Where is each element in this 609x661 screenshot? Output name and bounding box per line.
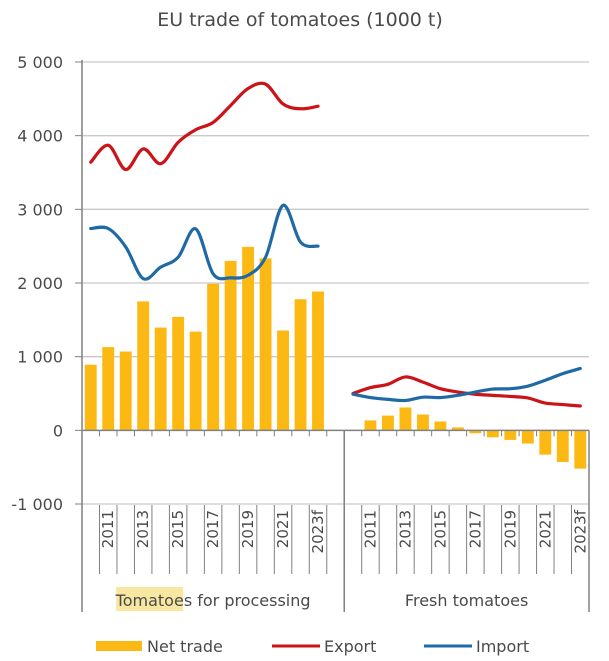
y-tick-label: 4 000 [17,127,63,146]
net-trade-bar [469,430,482,434]
export-line-processing [89,81,320,172]
y-tick-label: 2 000 [17,274,63,293]
net-trade-bar [277,330,289,431]
net-trade-bar [504,430,517,440]
group-labels: Tomatoes for processing Fresh tomatoes [115,430,590,612]
x-tick-label: 2013 [396,510,414,548]
net-trade-bar [312,291,324,431]
net-trade-bar [434,421,447,431]
y-tick-label: 5 000 [17,53,63,72]
x-tick-label: 2021 [536,510,554,548]
text-highlight [116,587,184,611]
net-trade-bar [521,430,534,444]
x-tick-label: 2011 [361,510,379,548]
net-trade-bar [486,430,499,438]
net-trade-bar [294,299,307,431]
x-tick-label: 2023f [571,509,589,553]
x-tick-label: 2017 [466,510,484,548]
legend-label-import: Import [476,637,529,656]
x-tick-label: 2019 [239,510,257,548]
y-axis-ticks: 5 000 4 000 3 000 2 000 1 000 0 -1 000 [11,53,82,514]
net-trade-bar [556,430,569,463]
y-tick-label: -1 000 [11,495,63,514]
legend-label-net-trade: Net trade [147,637,223,656]
net-trade-bar [242,246,255,431]
x-tick-label: 2013 [134,510,152,548]
net-trade-bar [364,420,377,431]
net-trade-bar [382,415,394,431]
net-trade-bar [224,260,237,431]
chart-title: EU trade of tomatoes (1000 t) [157,9,443,31]
net-trade-bar [574,430,587,469]
legend-swatch-net-trade [96,641,142,651]
import-line-processing [89,203,320,281]
trade-lines [89,81,582,408]
x-tick-label: 2023f [309,509,327,553]
net-trade-bar [119,351,132,431]
net-trade-bar [84,364,97,431]
import-line-fresh [351,366,582,403]
net-trade-bar [102,347,115,431]
x-tick-label: 2011 [99,510,117,548]
net-trade-bars [84,246,587,469]
y-tick-label: 0 [53,421,63,440]
x-tick-label: 2019 [501,510,519,548]
legend: Net trade Export Import [96,637,529,656]
net-trade-bar [189,331,202,431]
y-tick-label: 1 000 [17,348,63,367]
net-trade-bar [416,414,429,431]
net-trade-bar [539,430,552,455]
net-trade-bar [172,316,185,431]
net-trade-bar [399,407,412,431]
y-tick-label: 3 000 [17,200,63,219]
net-trade-bar [259,258,272,431]
group-label-processing: Tomatoes for processing [115,591,311,610]
group-label-fresh: Fresh tomatoes [405,591,528,610]
net-trade-bar [207,283,220,431]
legend-label-export: Export [324,637,376,656]
net-trade-bar [137,301,150,431]
x-tick-label: 2021 [274,510,292,548]
x-tick-label: 2015 [169,510,187,548]
x-tick-label: 2015 [431,510,449,548]
x-tick-label: 2017 [204,510,222,548]
net-trade-bar [154,327,167,431]
net-trade-bar [451,427,464,431]
x-axis-ticks: 2011 2013 2015 2017 2019 2021 2023f 2011 2013 201… [81,430,590,574]
